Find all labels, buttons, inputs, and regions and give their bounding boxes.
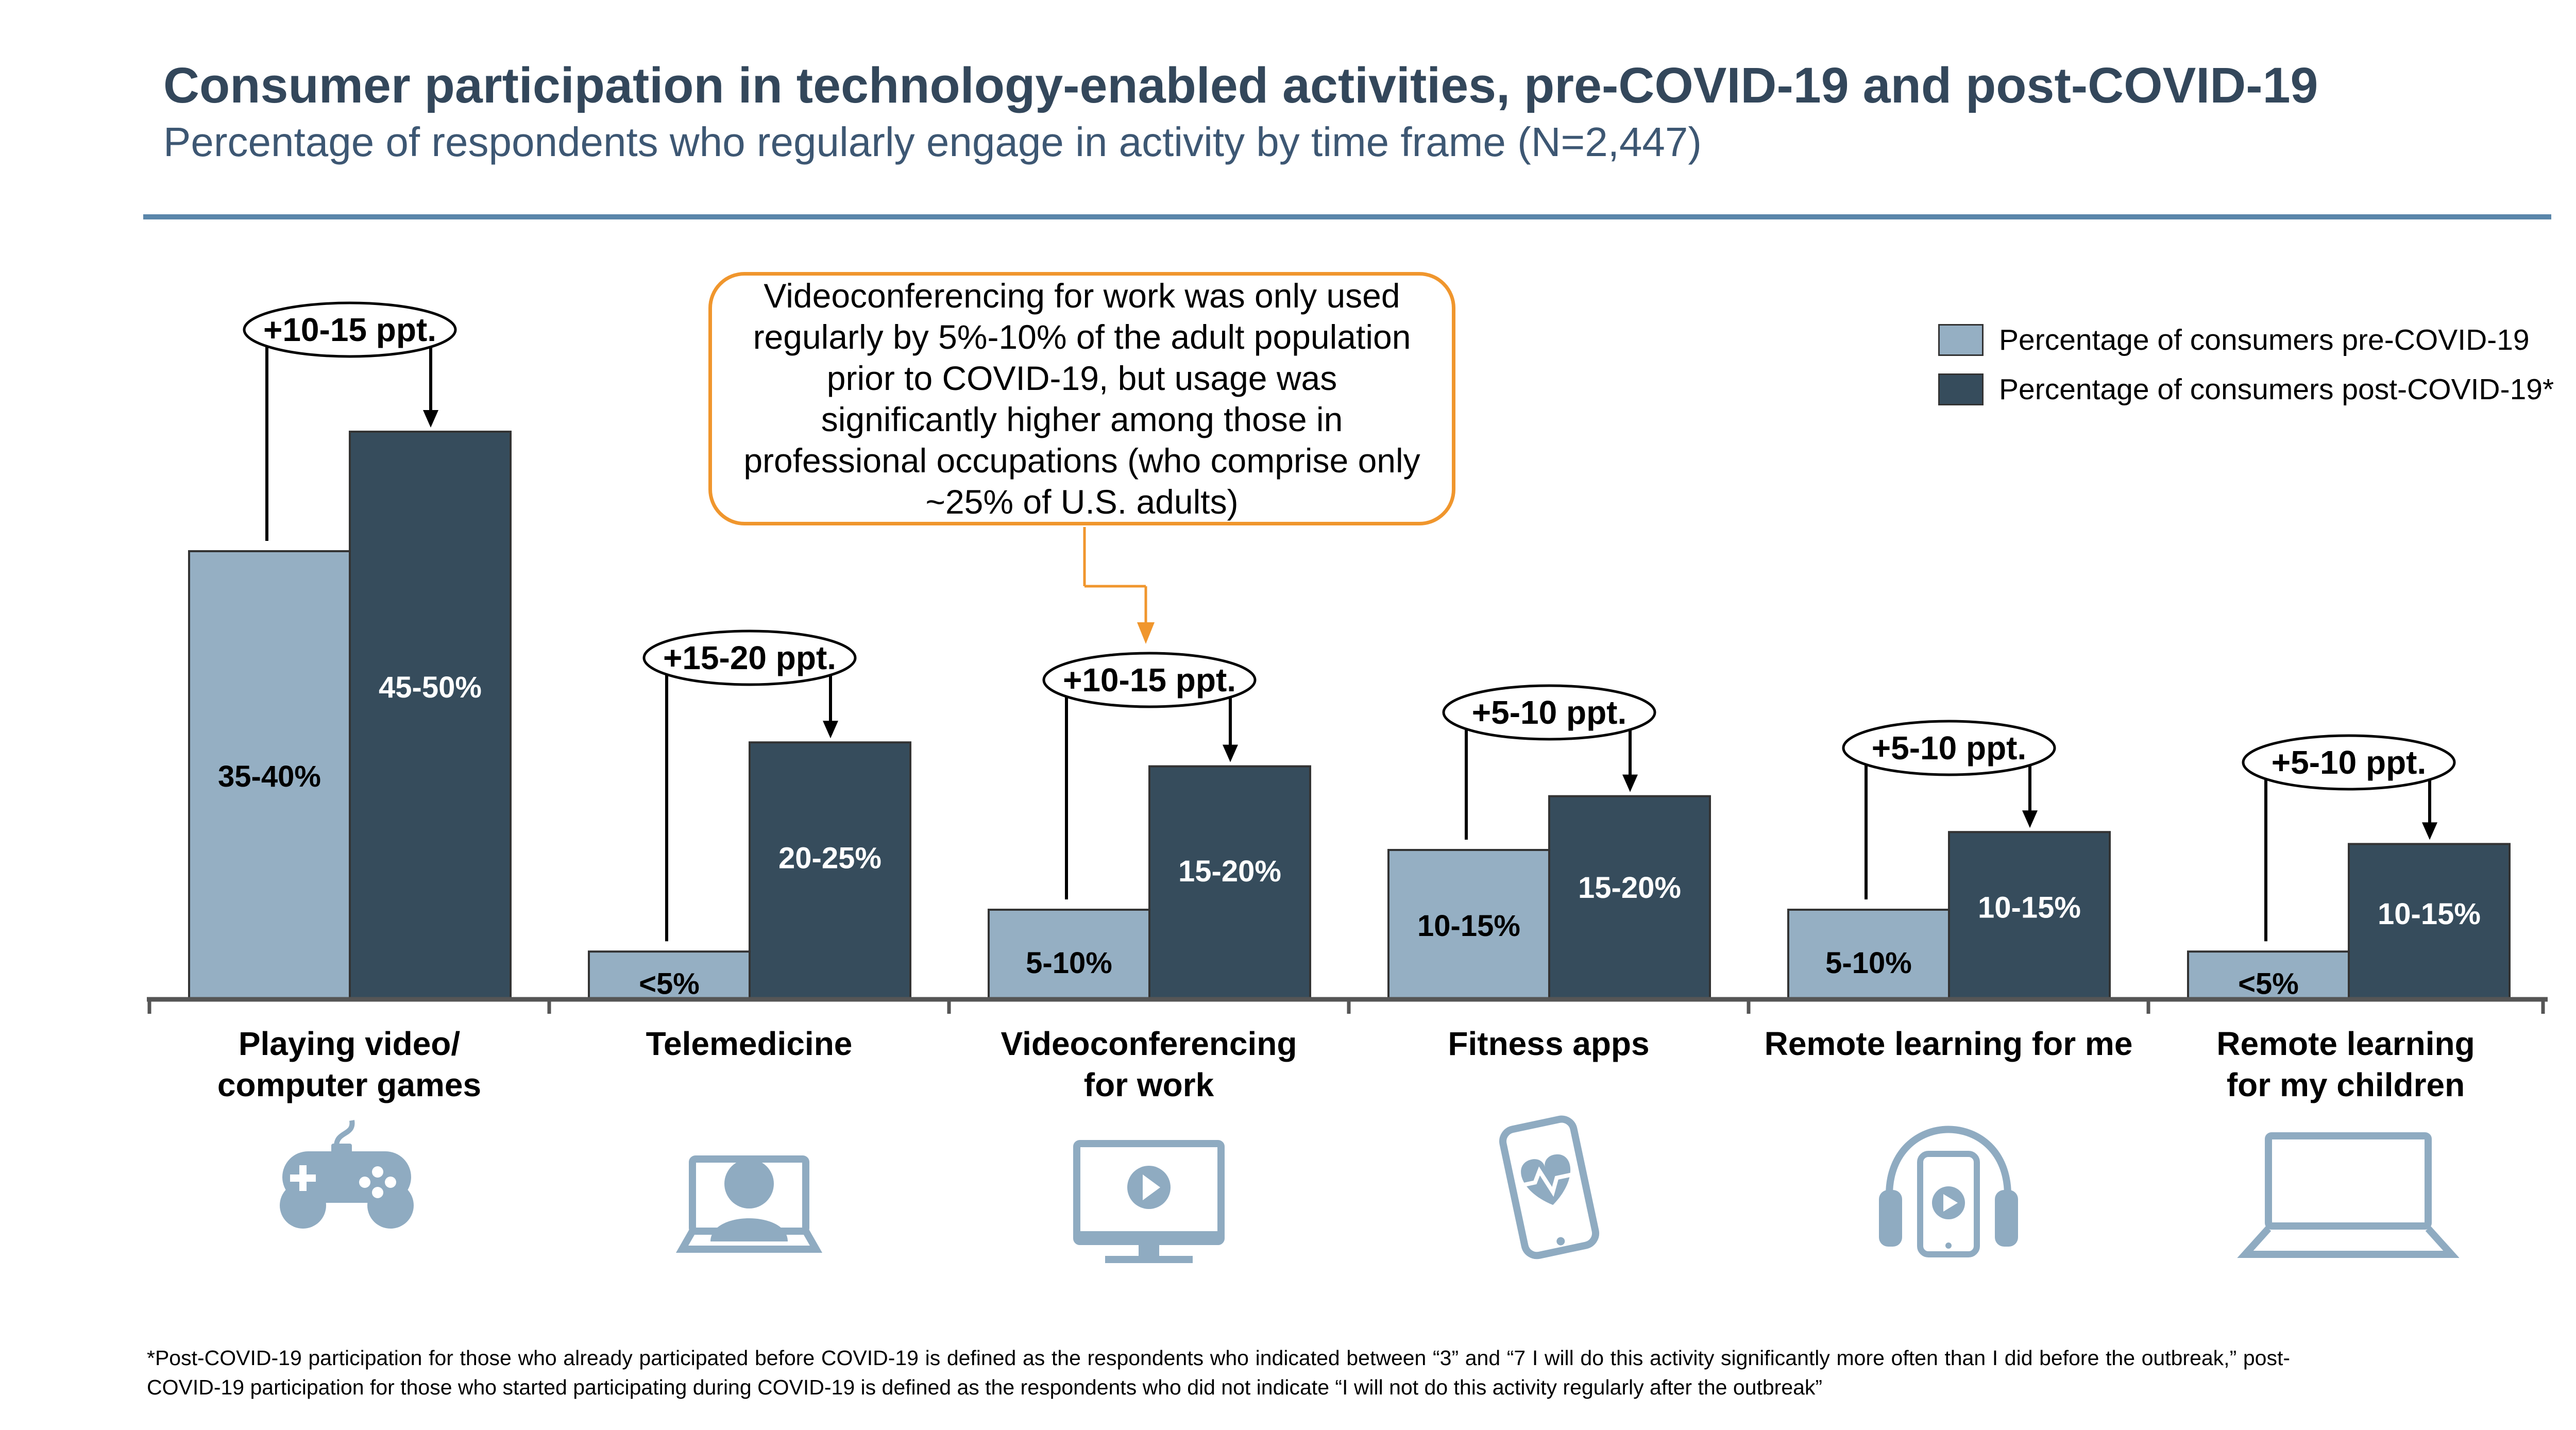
legend-label-post: Percentage of consumers post-COVID-19* [1999, 373, 2554, 406]
change-oval [1442, 684, 1656, 741]
category-label: computer games [217, 1066, 481, 1103]
category-label: for my children [2227, 1066, 2465, 1103]
bar-pre [1787, 909, 1950, 1000]
data-label-pre: <5% [639, 967, 700, 1001]
chart-subtitle: Percentage of respondents who regularly … [163, 119, 1702, 165]
change-oval [1042, 652, 1257, 708]
change-oval [642, 629, 857, 686]
data-label-pre: 5-10% [1825, 946, 1912, 980]
change-oval [2242, 734, 2456, 791]
data-label-post: 10-15% [2378, 897, 2481, 931]
footnote: *Post-COVID-19 participation for those w… [147, 1346, 2290, 1399]
category-label: Remote learning for me [1765, 1025, 2133, 1062]
bar-pre [988, 909, 1150, 1000]
data-label-pre: 10-15% [1417, 909, 1520, 943]
bar-post [2348, 843, 2511, 1001]
change-label: +10-15 ppt. [1063, 661, 1236, 699]
category-label: Fitness apps [1448, 1025, 1649, 1062]
callout-connector [1083, 527, 1155, 644]
category-label: Videoconferencing [1001, 1025, 1297, 1062]
data-label-post: 15-20% [1178, 855, 1281, 888]
legend-swatch-post [1938, 373, 1984, 405]
change-label: +5-10 ppt. [2272, 744, 2427, 781]
change-label: +5-10 ppt. [1872, 729, 2027, 767]
data-label-post: 15-20% [1578, 871, 1681, 905]
bar-pre [2187, 950, 2350, 1000]
data-label-post: 20-25% [778, 842, 882, 875]
legend-swatch-pre [1938, 324, 1984, 356]
bar-post [1148, 765, 1311, 1000]
legend: Percentage of consumers pre-COVID-19 Per… [1938, 315, 2554, 414]
headphones-phone-icon [1879, 1126, 2018, 1257]
change-arrowhead [1223, 744, 1238, 762]
change-label: +5-10 ppt. [1472, 694, 1627, 731]
bar-post [1548, 795, 1711, 1000]
change-arrowhead [423, 410, 438, 428]
bar-post [1948, 831, 2111, 1000]
change-oval [1842, 720, 2056, 776]
data-label-pre: 5-10% [1026, 946, 1112, 980]
change-arrowhead [1622, 774, 1638, 792]
change-label: +10-15 ppt. [263, 311, 436, 348]
category-label: for work [1084, 1066, 1214, 1103]
change-label: +15-20 ppt. [663, 639, 836, 676]
legend-item-pre: Percentage of consumers pre-COVID-19 [1938, 315, 2554, 365]
chart-title: Consumer participation in technology-ena… [163, 57, 2318, 113]
change-arrowhead [2422, 822, 2437, 840]
laptop-icon [2237, 1132, 2460, 1258]
data-label-post: 45-50% [379, 671, 482, 704]
bar-post [349, 431, 512, 1000]
data-label-pre: <5% [2238, 967, 2299, 1001]
legend-label-pre: Percentage of consumers pre-COVID-19 [1999, 324, 2530, 356]
gamepad-icon [280, 1120, 414, 1229]
bar-pre [588, 950, 751, 1000]
data-label-pre: 35-40% [218, 760, 321, 793]
fitness-phone-icon [1499, 1115, 1600, 1259]
monitor-play-icon [1073, 1140, 1225, 1263]
telemedicine-icon [675, 1155, 823, 1253]
category-label: Telemedicine [646, 1025, 853, 1062]
change-arrowhead [823, 721, 838, 739]
category-label: Remote learning [2216, 1025, 2475, 1062]
callout-box: Videoconferencing for work was only used… [708, 272, 1455, 525]
change-arrowhead [2022, 810, 2038, 828]
legend-item-post: Percentage of consumers post-COVID-19* [1938, 365, 2554, 414]
bar-pre [1387, 849, 1550, 1000]
data-label-post: 10-15% [1978, 891, 2081, 924]
change-oval [243, 301, 457, 358]
category-label: Playing video/ [239, 1025, 461, 1062]
